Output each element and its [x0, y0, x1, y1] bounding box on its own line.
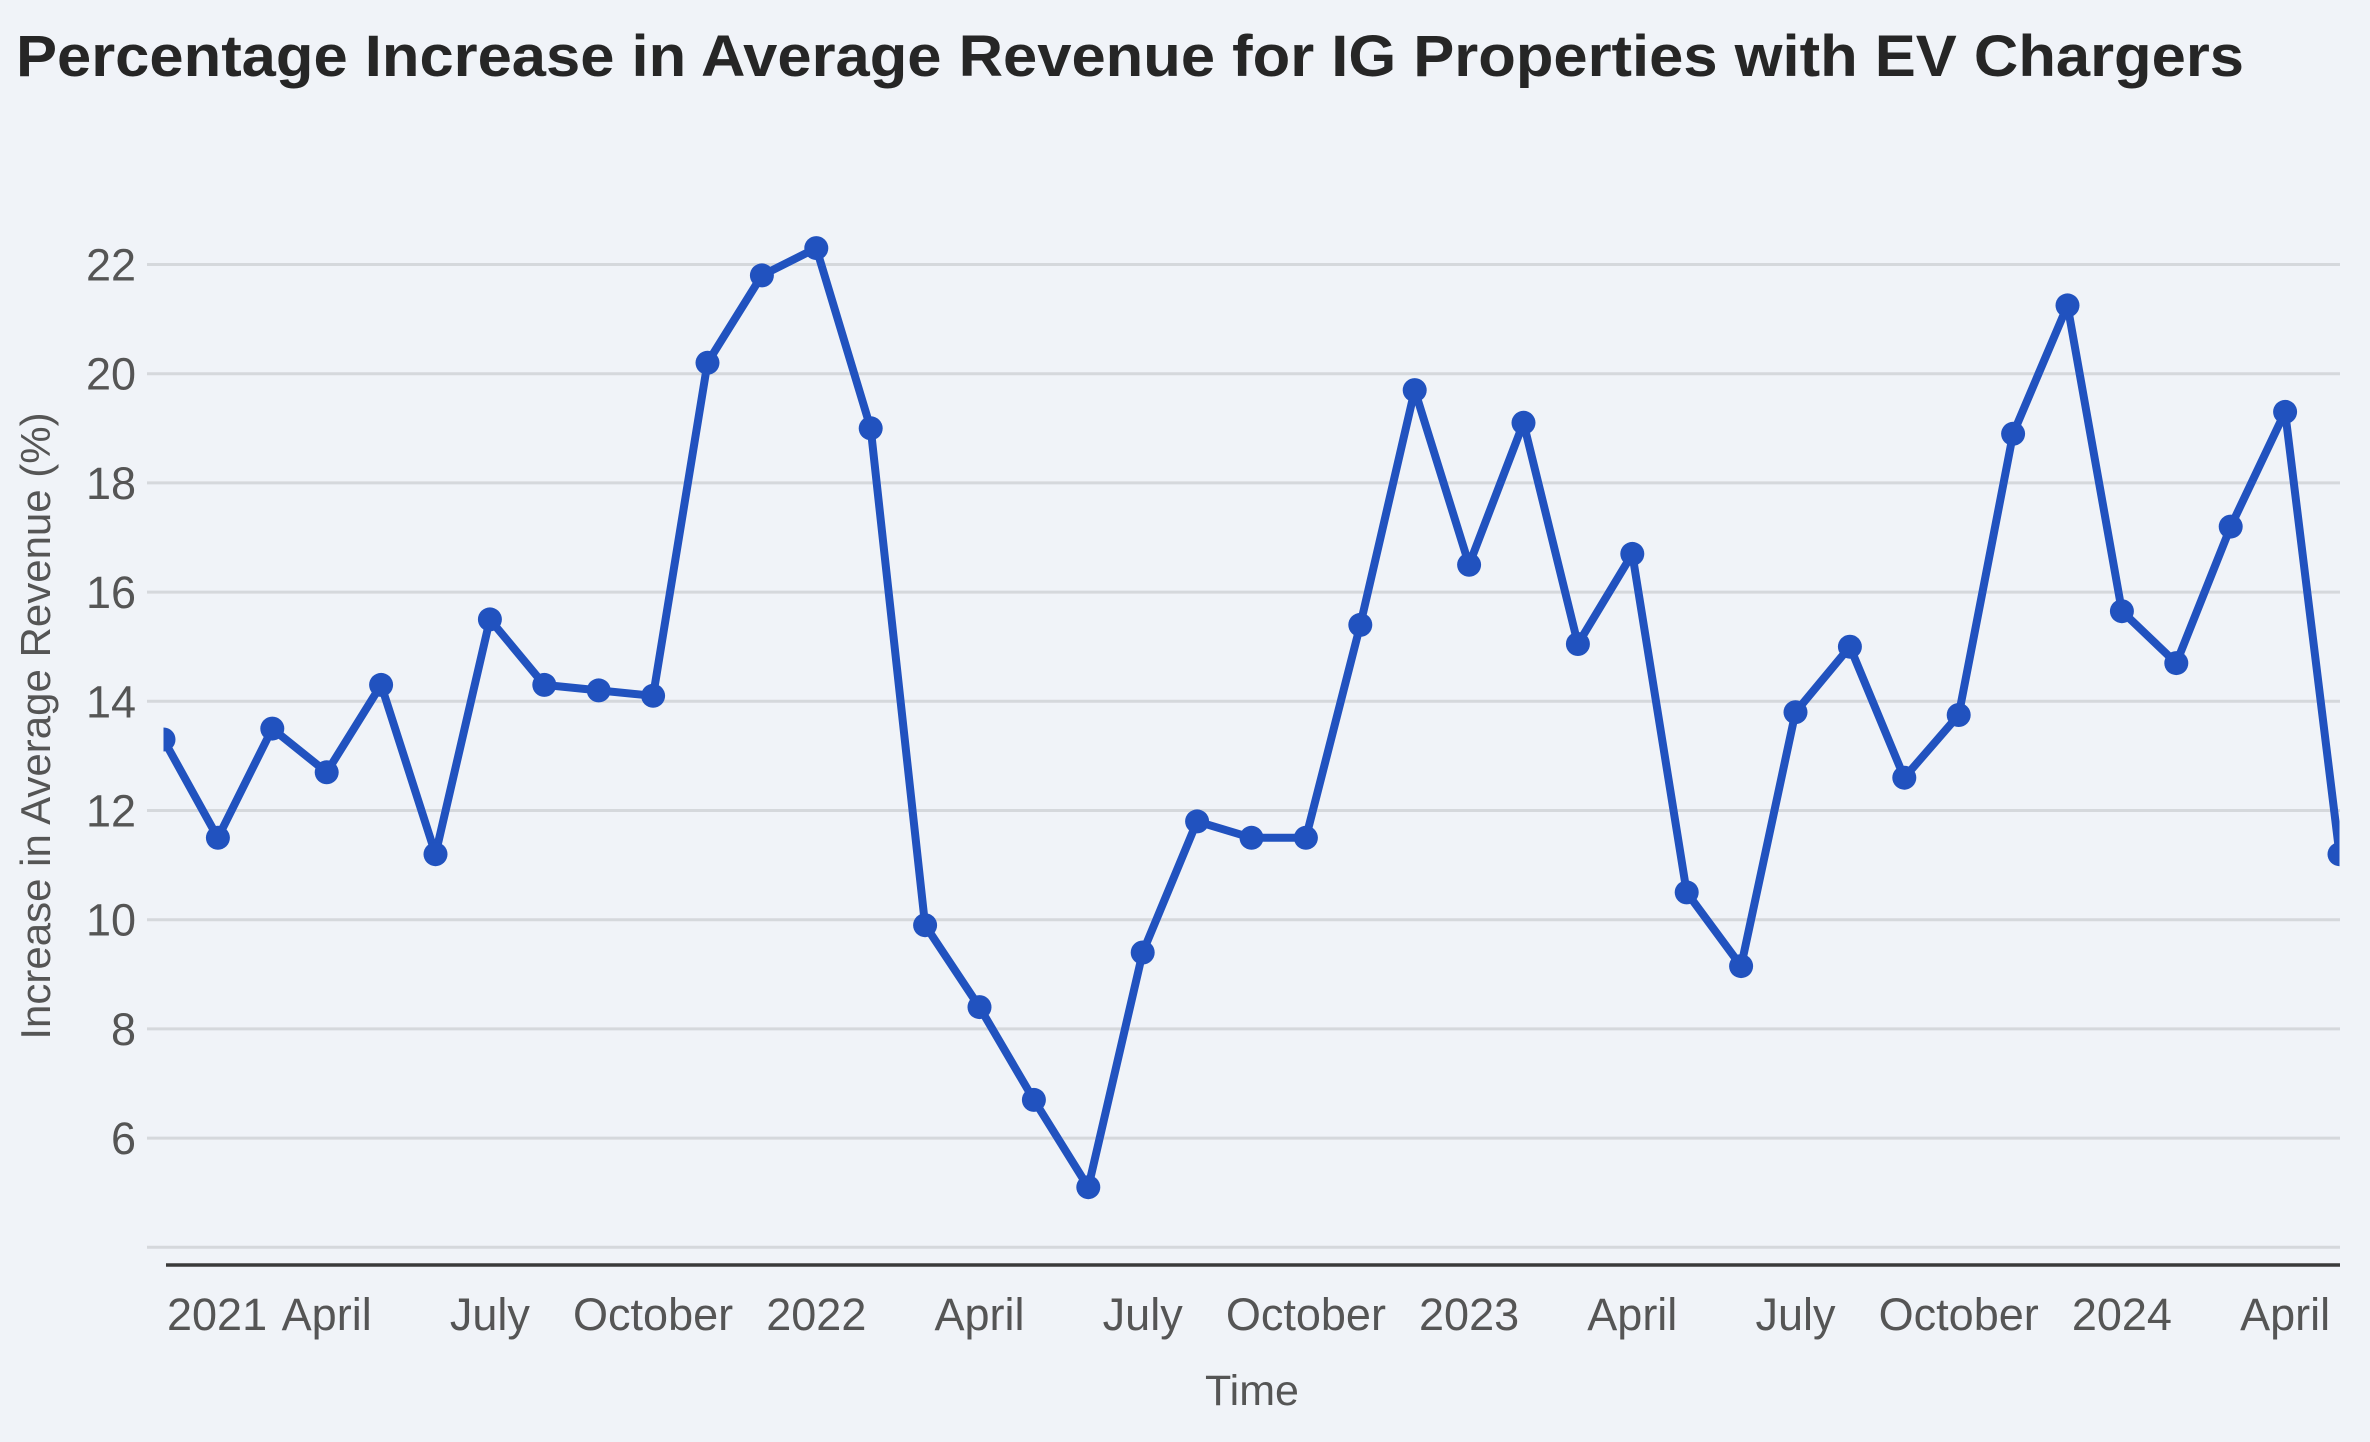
y-tick-label: 18 — [86, 458, 136, 509]
x-tick-label: April — [934, 1289, 1024, 1340]
data-point[interactable] — [586, 678, 611, 703]
x-tick-label: 2024 — [2072, 1289, 2172, 1340]
x-tick-label: October — [573, 1289, 733, 1340]
data-point[interactable] — [1892, 765, 1917, 790]
data-point[interactable] — [1729, 954, 1754, 979]
x-tick-label: April — [1587, 1289, 1677, 1340]
x-tick-label: July — [1103, 1289, 1184, 1340]
data-point[interactable] — [1565, 632, 1590, 656]
y-axis-title: Increase in Average Revenue (%) — [12, 412, 59, 1039]
y-tick-label: 20 — [86, 349, 136, 400]
data-point[interactable] — [2055, 293, 2080, 318]
data-point[interactable] — [1837, 634, 1862, 659]
data-point[interactable] — [749, 263, 774, 288]
data-point[interactable] — [1946, 703, 1971, 727]
y-tick-label: 22 — [86, 240, 136, 291]
data-point[interactable] — [1457, 552, 1482, 577]
data-point[interactable] — [1783, 700, 1808, 725]
data-point[interactable] — [2164, 651, 2189, 676]
data-point[interactable] — [695, 350, 720, 375]
x-tick-label: October — [1226, 1289, 1386, 1340]
y-tick-label: 8 — [111, 1004, 136, 1055]
data-point[interactable] — [1021, 1087, 1046, 1112]
data-point[interactable] — [369, 672, 394, 697]
data-point[interactable] — [2327, 842, 2352, 867]
x-tick-label: April — [2240, 1289, 2330, 1340]
data-point[interactable] — [804, 236, 829, 261]
series-markers — [152, 236, 2352, 1200]
data-point[interactable] — [858, 416, 883, 441]
data-point[interactable] — [1293, 825, 1318, 850]
data-point[interactable] — [152, 727, 176, 752]
data-point[interactable] — [1076, 1175, 1101, 1200]
y-axis-ticks: 22 20 18 16 14 12 10 8 6 — [86, 240, 136, 1165]
plot-area — [152, 236, 2352, 1200]
y-tick-label: 14 — [86, 676, 136, 727]
data-point[interactable] — [205, 825, 230, 850]
y-tick-label: 6 — [111, 1113, 136, 1164]
x-tick-label: July — [1755, 1289, 1836, 1340]
data-point[interactable] — [2218, 514, 2243, 539]
data-point[interactable] — [2273, 399, 2298, 424]
data-point[interactable] — [641, 683, 666, 708]
data-point[interactable] — [1402, 378, 1427, 403]
x-axis-title: Time — [1205, 1367, 1299, 1415]
y-tick-label: 10 — [86, 895, 136, 946]
y-tick-label: 16 — [86, 567, 136, 618]
x-tick-label: July — [450, 1289, 531, 1340]
data-point[interactable] — [1674, 880, 1699, 905]
data-point[interactable] — [1348, 612, 1373, 637]
data-point[interactable] — [967, 995, 992, 1020]
x-tick-label: 2022 — [766, 1289, 866, 1340]
data-point[interactable] — [532, 672, 557, 697]
gridlines — [147, 263, 2340, 1249]
data-point[interactable] — [1130, 940, 1155, 965]
y-tick-label: 12 — [86, 786, 136, 837]
x-tick-label: 2023 — [1419, 1289, 1519, 1340]
chart-title: Percentage Increase in Average Revenue f… — [16, 24, 2244, 89]
data-point[interactable] — [423, 842, 448, 867]
data-point[interactable] — [477, 607, 502, 632]
data-point[interactable] — [2001, 421, 2026, 446]
data-point[interactable] — [1185, 809, 1210, 834]
data-point[interactable] — [913, 913, 938, 938]
data-point[interactable] — [1239, 825, 1264, 850]
data-point[interactable] — [314, 760, 339, 785]
data-point[interactable] — [260, 716, 285, 741]
x-tick-label: October — [1879, 1289, 2039, 1340]
series-line — [163, 244, 2340, 1192]
x-tick-label: 2021 — [167, 1289, 267, 1340]
data-point[interactable] — [1511, 410, 1536, 435]
x-axis-ticks: 2021 April July October 2022 April July October… — [167, 1289, 2330, 1340]
data-point[interactable] — [2109, 599, 2134, 624]
x-tick-label: April — [282, 1289, 372, 1340]
data-point[interactable] — [1620, 541, 1645, 566]
